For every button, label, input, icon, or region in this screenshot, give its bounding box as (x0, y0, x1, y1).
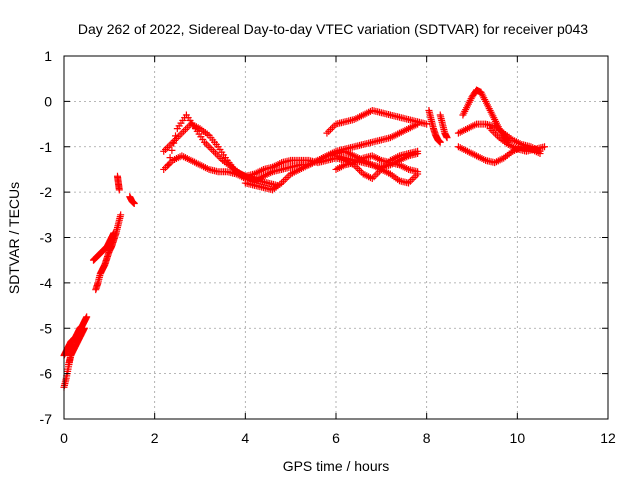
x-tick-label: 2 (151, 430, 159, 446)
chart-title: Day 262 of 2022, Sidereal Day-to-day VTE… (78, 21, 588, 37)
data-point (166, 154, 174, 162)
data-point (160, 147, 168, 155)
data-point (204, 142, 212, 150)
data-point (541, 143, 549, 151)
data-point (443, 134, 451, 142)
y-tick-label: -7 (40, 411, 53, 427)
y-tick-label: -1 (40, 139, 53, 155)
x-tick-label: 0 (60, 430, 68, 446)
data-point (130, 199, 138, 207)
data-point (163, 162, 171, 170)
data-point (160, 165, 168, 173)
data-point (206, 144, 214, 152)
data-point (356, 166, 364, 174)
x-tick-label: 12 (600, 430, 616, 446)
data-point (279, 177, 287, 185)
data-point (170, 139, 178, 147)
data-point (169, 138, 177, 146)
x-tick-label: 6 (332, 430, 340, 446)
y-tick-label: -3 (40, 230, 53, 246)
data-point (165, 160, 173, 168)
grid-layer (64, 56, 608, 419)
data-point (410, 174, 418, 182)
x-tick-label: 10 (510, 430, 526, 446)
data-point (354, 165, 362, 173)
data-point (162, 145, 170, 153)
data-point (414, 150, 422, 158)
data-point (202, 140, 210, 148)
data-point (210, 147, 218, 155)
data-point (281, 175, 289, 183)
data-point (414, 168, 422, 176)
y-tick-label: -5 (40, 320, 53, 336)
data-point (115, 186, 123, 194)
data-point (408, 175, 416, 183)
data-point (176, 131, 184, 139)
y-axis-label: SDTVAR / TECUs (6, 182, 22, 294)
data-point (325, 127, 333, 135)
x-axis-label: GPS time / hours (283, 458, 390, 474)
x-tick-label: 4 (241, 430, 249, 446)
tick-layer: 0 2 4 6 8 10 12 -7 -6 -5 -4 -3 -2 -1 0 1 (40, 48, 616, 446)
data-point (536, 150, 544, 158)
data-point (283, 174, 291, 182)
y-tick-label: -6 (40, 366, 53, 382)
data-point (80, 324, 88, 332)
data-point (117, 211, 125, 219)
data-point (323, 129, 331, 137)
data-point (423, 120, 431, 128)
data-point (110, 229, 118, 237)
y-tick-label: 0 (44, 93, 52, 109)
data-point (83, 313, 91, 321)
data-point (211, 149, 219, 157)
y-tick-label: -4 (40, 275, 53, 291)
data-point (172, 132, 180, 140)
data-point (370, 173, 378, 181)
data-point (180, 127, 188, 135)
data-point (164, 161, 172, 169)
data-point (406, 177, 414, 185)
data-point (328, 124, 336, 132)
y-tick-label: 1 (44, 48, 52, 64)
data-point (181, 126, 189, 134)
data-point (168, 146, 176, 154)
x-tick-label: 8 (423, 430, 431, 446)
data-point (178, 129, 186, 137)
y-tick-label: -2 (40, 184, 53, 200)
data-layer (60, 86, 549, 391)
data-point (405, 179, 413, 187)
data-point (436, 138, 444, 146)
data-point (327, 126, 335, 134)
